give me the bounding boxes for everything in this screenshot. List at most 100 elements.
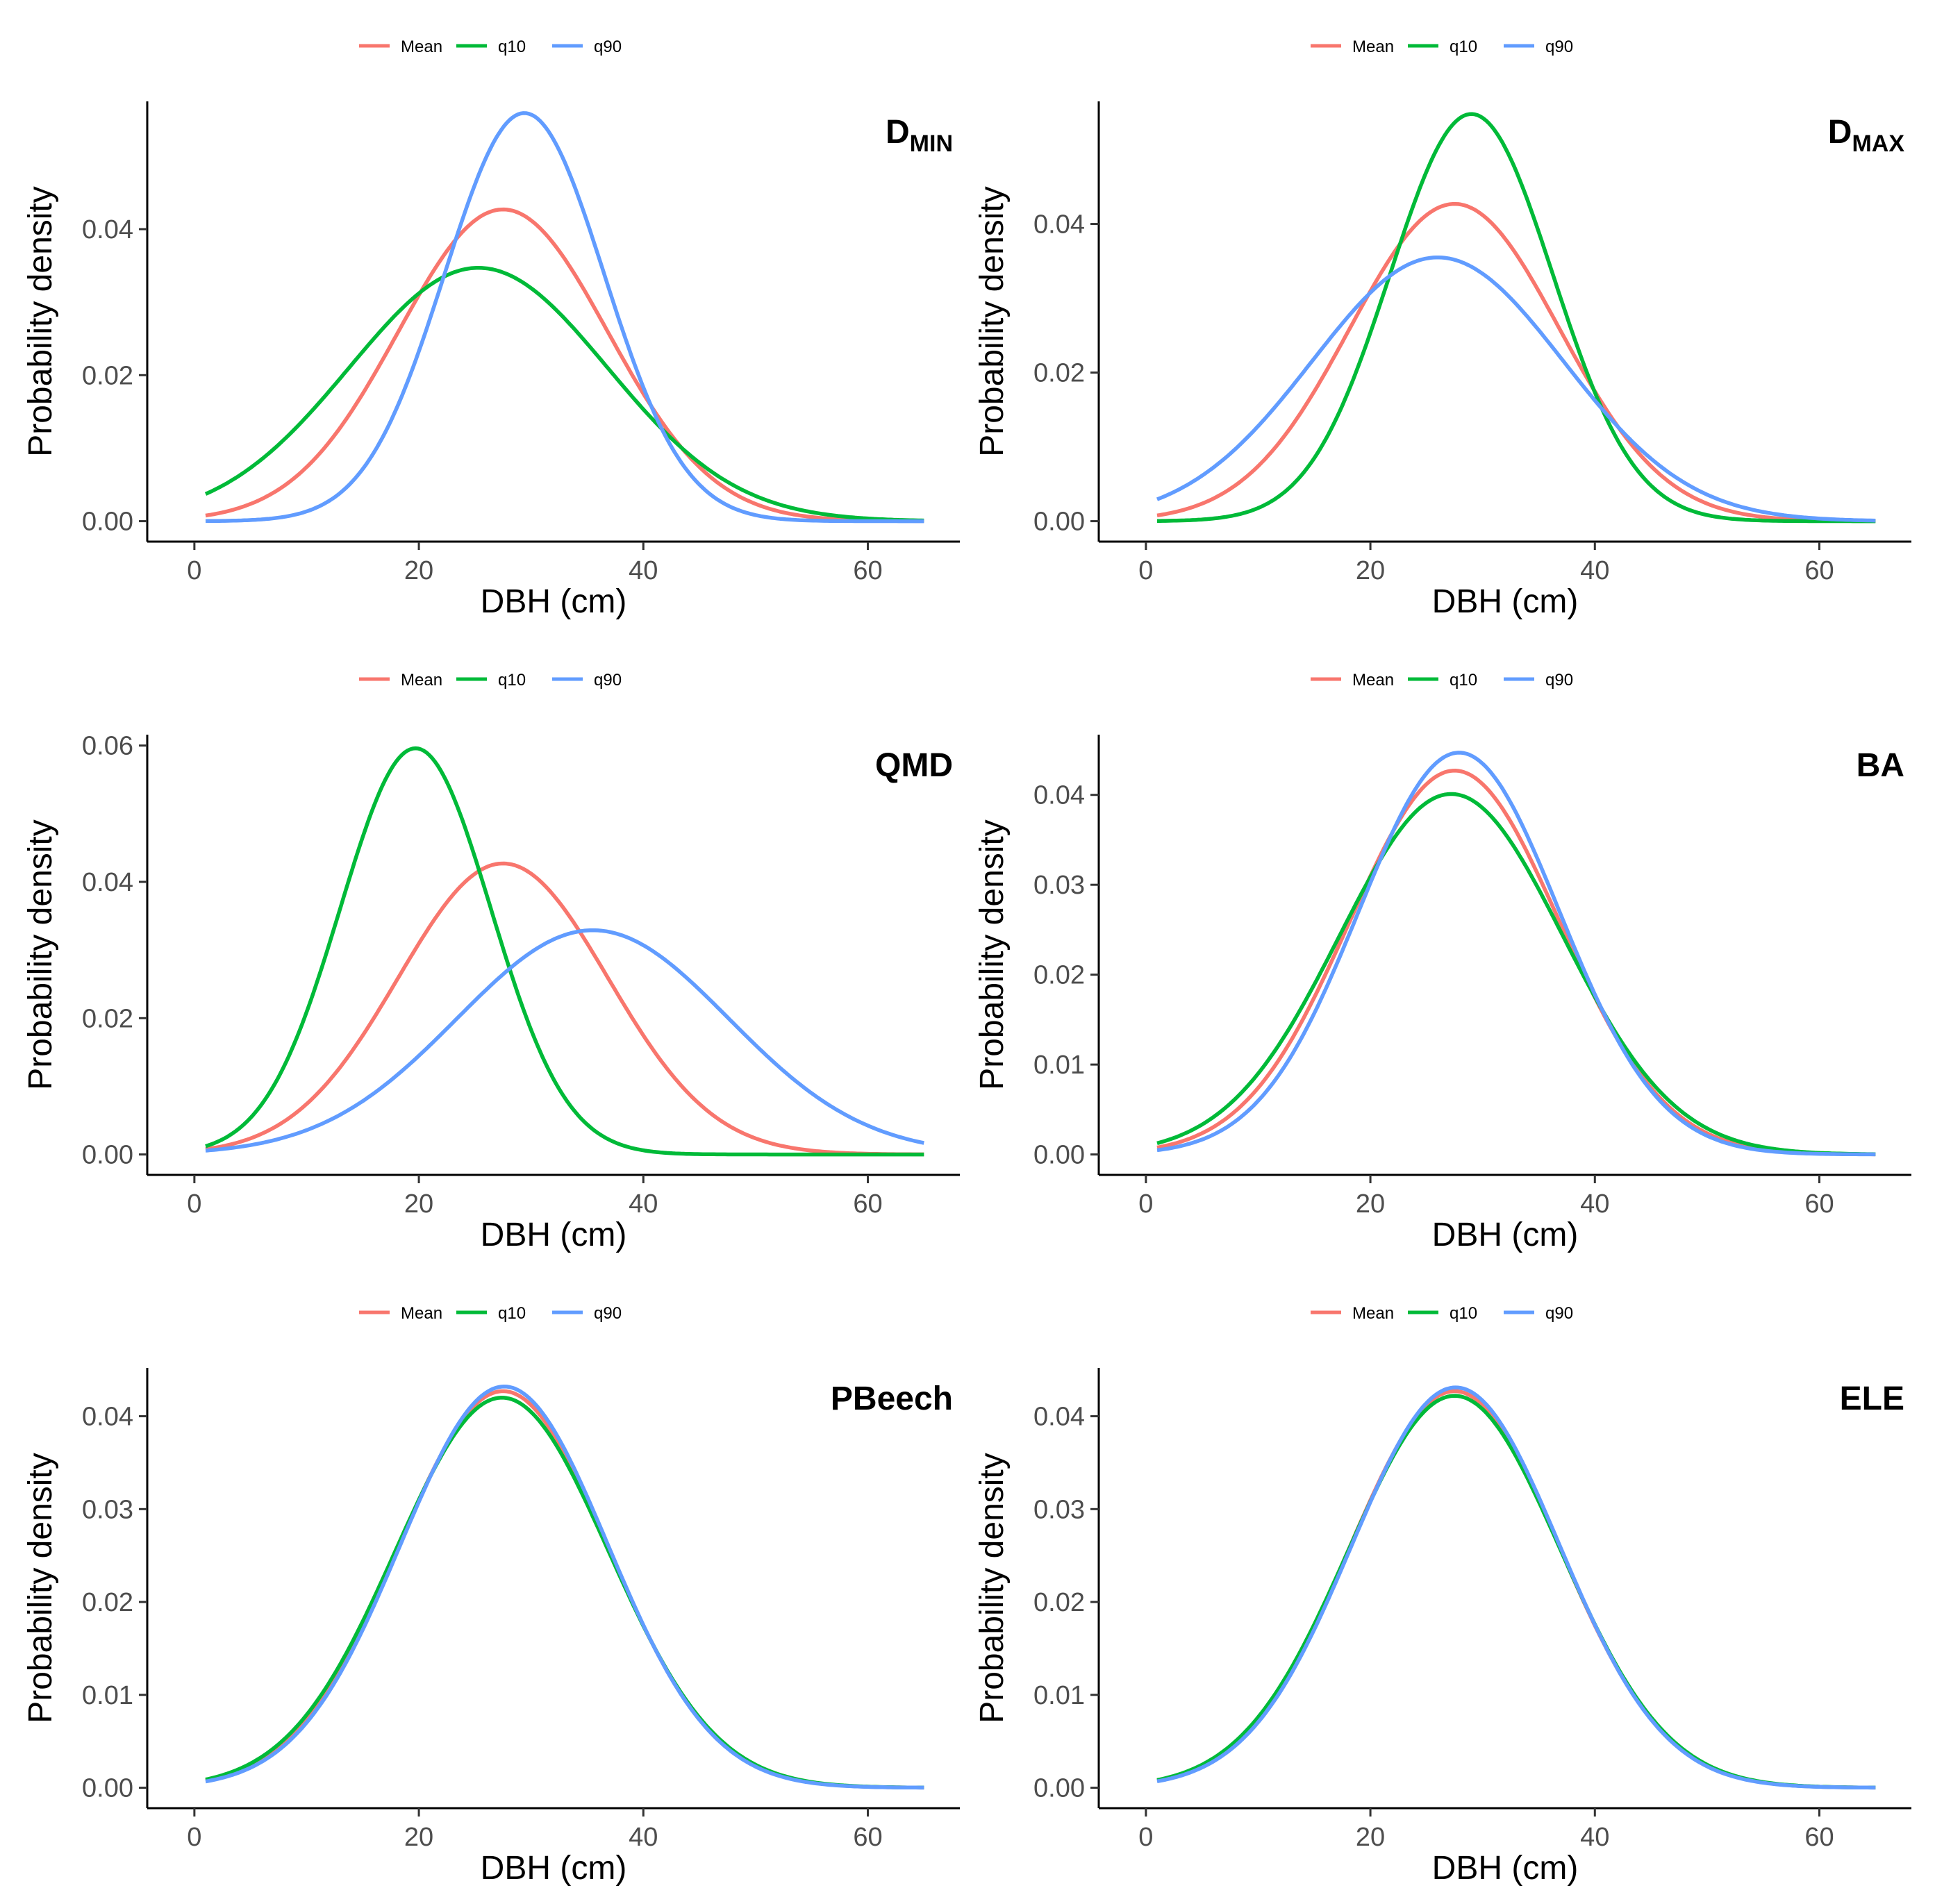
x-tick-label: 0 bbox=[187, 1189, 201, 1219]
y-tick-label: 0.02 bbox=[1033, 961, 1085, 990]
y-tick-label: 0.02 bbox=[82, 1588, 133, 1617]
y-axis-title: Probability density bbox=[22, 819, 59, 1090]
y-tick-label: 0.04 bbox=[82, 1403, 133, 1432]
legend: Mean q10 q90 bbox=[359, 1304, 622, 1323]
panel-ba: Mean q10 q90 0 20 40 60 0.00 0.01 0.02 0.03 0.04 DBH… bbox=[974, 671, 1911, 1253]
series-line-q10 bbox=[204, 265, 924, 523]
y-tick-label: 0.04 bbox=[82, 215, 133, 244]
y-tick-label: 0.04 bbox=[1033, 210, 1085, 240]
legend: Mean q10 q90 bbox=[359, 37, 622, 56]
series-line-mean bbox=[205, 861, 924, 1157]
y-tick-label: 0.01 bbox=[1033, 1051, 1085, 1080]
y-axis-title: Probability density bbox=[22, 186, 59, 457]
panel-title: DMIN bbox=[886, 114, 953, 157]
series-line-q90 bbox=[1156, 255, 1876, 523]
legend-label-q90: q90 bbox=[1545, 37, 1573, 56]
legend-label-mean: Mean bbox=[401, 37, 442, 56]
panel-d-max: Mean q10 q90 0 20 40 60 0.00 0.02 0.04 DBH (cm) Pro… bbox=[974, 37, 1911, 620]
y-tick-label: 0.00 bbox=[1033, 508, 1085, 537]
series-line-q10 bbox=[1156, 1394, 1876, 1790]
panel-title: QMD bbox=[875, 747, 953, 784]
x-axis-title: DBH (cm) bbox=[1432, 583, 1579, 620]
x-tick-label: 60 bbox=[1804, 1823, 1834, 1852]
y-tick-label: 0.00 bbox=[82, 508, 133, 537]
x-tick-label: 40 bbox=[629, 556, 658, 585]
series-line-q90 bbox=[1156, 751, 1876, 1157]
legend-label-mean: Mean bbox=[401, 671, 442, 690]
panel-title-main: PBeech bbox=[831, 1380, 953, 1417]
legend-label-q10: q10 bbox=[1450, 1304, 1477, 1323]
x-tick-label: 20 bbox=[404, 1823, 433, 1852]
y-tick-label: 0.04 bbox=[82, 868, 133, 897]
series-line-q90 bbox=[205, 1385, 924, 1790]
panel-qmd: Mean q10 q90 0 20 40 60 0.00 0.02 0.04 0.06 DBH (cm… bbox=[22, 671, 960, 1253]
series-line-q90 bbox=[205, 928, 924, 1153]
y-axis-title: Probability density bbox=[974, 1453, 1011, 1723]
series-line-q90 bbox=[205, 111, 924, 524]
y-tick-label: 0.06 bbox=[82, 732, 133, 761]
x-tick-label: 40 bbox=[1580, 1189, 1609, 1219]
series-line-q10 bbox=[205, 1396, 924, 1790]
x-tick-label: 60 bbox=[853, 556, 882, 585]
panel-title-main: BA bbox=[1857, 747, 1904, 784]
x-tick-label: 0 bbox=[1138, 1823, 1153, 1852]
series-line-q10 bbox=[1156, 792, 1876, 1156]
y-tick-label: 0.02 bbox=[82, 1004, 133, 1033]
legend-label-mean: Mean bbox=[1352, 671, 1394, 690]
x-axis-title: DBH (cm) bbox=[481, 1850, 627, 1887]
legend: Mean q10 q90 bbox=[1311, 37, 1573, 56]
y-tick-label: 0.03 bbox=[82, 1495, 133, 1524]
panel-title-main: ELE bbox=[1840, 1380, 1904, 1417]
y-axis-title: Probability density bbox=[974, 819, 1011, 1090]
x-tick-label: 0 bbox=[1138, 1189, 1153, 1219]
panel-title: BA bbox=[1857, 747, 1904, 784]
x-tick-label: 20 bbox=[404, 556, 433, 585]
legend-label-q90: q90 bbox=[1545, 671, 1573, 690]
panel-title-main: QMD bbox=[875, 747, 953, 784]
y-tick-label: 0.02 bbox=[82, 361, 133, 390]
legend: Mean q10 q90 bbox=[1311, 671, 1573, 690]
series-line-mean bbox=[1156, 201, 1876, 524]
series-line-q10 bbox=[1157, 112, 1876, 524]
x-tick-label: 0 bbox=[187, 1823, 201, 1852]
legend-label-q10: q10 bbox=[498, 37, 526, 56]
y-tick-label: 0.00 bbox=[1033, 1141, 1085, 1170]
legend-label-q10: q10 bbox=[498, 671, 526, 690]
panel-pbeech: Mean q10 q90 0 20 40 60 0.00 0.01 0.02 0.03 0.04 DBH… bbox=[22, 1304, 960, 1887]
legend-label-mean: Mean bbox=[401, 1304, 442, 1323]
series-line-q90 bbox=[1156, 1385, 1876, 1790]
x-tick-label: 40 bbox=[1580, 1823, 1609, 1852]
legend-label-q90: q90 bbox=[594, 37, 622, 56]
y-tick-label: 0.00 bbox=[82, 1774, 133, 1803]
series-line-mean bbox=[1156, 769, 1876, 1157]
x-tick-label: 40 bbox=[629, 1823, 658, 1852]
legend-label-mean: Mean bbox=[1352, 1304, 1394, 1323]
y-tick-label: 0.00 bbox=[82, 1141, 133, 1170]
y-tick-label: 0.01 bbox=[82, 1681, 133, 1710]
x-tick-label: 60 bbox=[1804, 1189, 1834, 1219]
y-tick-label: 0.03 bbox=[1033, 1495, 1085, 1524]
legend-label-mean: Mean bbox=[1352, 37, 1394, 56]
legend-label-q90: q90 bbox=[1545, 1304, 1573, 1323]
y-tick-label: 0.01 bbox=[1033, 1681, 1085, 1710]
y-axis-title: Probability density bbox=[974, 186, 1011, 457]
panel-title-main: D bbox=[1828, 114, 1852, 151]
panel-ele: Mean q10 q90 0 20 40 60 0.00 0.01 0.02 0.03 0.04 DBH… bbox=[974, 1304, 1911, 1887]
x-axis-title: DBH (cm) bbox=[481, 583, 627, 620]
panel-title: PBeech bbox=[831, 1380, 953, 1417]
x-axis-title: DBH (cm) bbox=[481, 1217, 627, 1253]
legend: Mean q10 q90 bbox=[359, 671, 622, 690]
x-tick-label: 40 bbox=[1580, 556, 1609, 585]
panel-title: ELE bbox=[1840, 1380, 1904, 1417]
panel-title: DMAX bbox=[1828, 114, 1905, 157]
series-line-mean bbox=[205, 207, 924, 524]
x-tick-label: 20 bbox=[404, 1189, 433, 1219]
legend-label-q90: q90 bbox=[594, 1304, 622, 1323]
y-tick-label: 0.04 bbox=[1033, 781, 1085, 810]
legend-label-q90: q90 bbox=[594, 671, 622, 690]
legend: Mean q10 q90 bbox=[1311, 1304, 1573, 1323]
legend-label-q10: q10 bbox=[498, 1304, 526, 1323]
panel-d-min: Mean q10 q90 0 20 40 60 0.00 0.02 0.04 DBH (cm) Pro… bbox=[22, 37, 960, 620]
x-tick-label: 20 bbox=[1356, 556, 1385, 585]
